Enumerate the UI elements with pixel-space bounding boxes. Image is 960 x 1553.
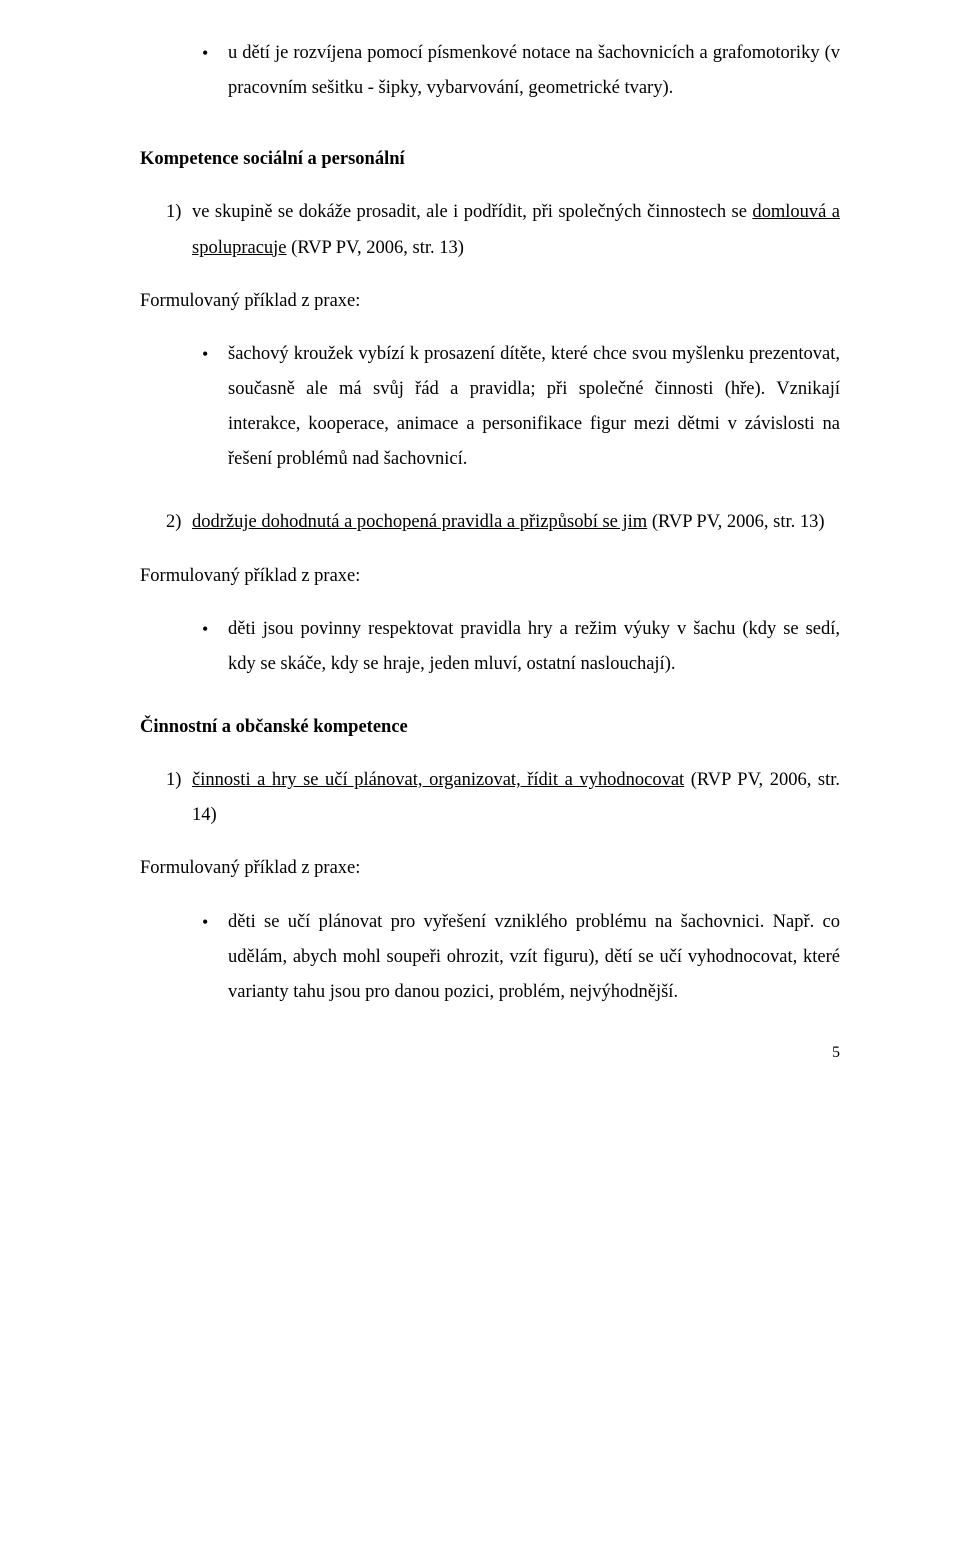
numbered-list-2: 2) dodržuje dohodnutá a pochopená pravid… — [166, 505, 840, 540]
section-heading-civic: Činnostní a občanské kompetence — [140, 710, 840, 745]
intro-bullet-item: u dětí je rozvíjena pomocí písmenkové no… — [208, 36, 840, 106]
example-label-3: Formulovaný příklad z praxe: — [140, 851, 840, 886]
example-bullet-text: děti jsou povinny respektovat pravidla h… — [228, 619, 840, 674]
numbered-item-1-1: 1) ve skupině se dokáže prosadit, ale i … — [166, 195, 840, 265]
example-label-2: Formulovaný příklad z praxe: — [140, 559, 840, 594]
num-marker: 1) — [166, 763, 181, 798]
num-marker: 1) — [166, 195, 181, 230]
example-bullet-list-1: šachový kroužek vybízí k prosazení dítět… — [208, 337, 840, 478]
example-bullet-list-3: děti se učí plánovat pro vyřešení vznikl… — [208, 905, 840, 1010]
item-text-plain-after: (RVP PV, 2006, str. 13) — [287, 238, 464, 258]
numbered-list-3: 1) činnosti a hry se učí plánovat, organ… — [166, 763, 840, 833]
example-bullet-list-2: děti jsou povinny respektovat pravidla h… — [208, 612, 840, 682]
numbered-item-1-2: 2) dodržuje dohodnutá a pochopená pravid… — [166, 505, 840, 540]
item-text-plain-after: (RVP PV, 2006, str. 13) — [647, 512, 824, 532]
numbered-list-1: 1) ve skupině se dokáže prosadit, ale i … — [166, 195, 840, 265]
example-bullet-text: děti se učí plánovat pro vyřešení vznikl… — [228, 912, 840, 1002]
example-bullet-item: šachový kroužek vybízí k prosazení dítět… — [208, 337, 840, 478]
item-text-underlined: činnosti a hry se učí plánovat, organizo… — [192, 770, 684, 790]
example-label-1: Formulovaný příklad z praxe: — [140, 284, 840, 319]
section-heading-social: Kompetence sociální a personální — [140, 142, 840, 177]
intro-bullet-list: u dětí je rozvíjena pomocí písmenkové no… — [208, 36, 840, 106]
page-number: 5 — [140, 1038, 840, 1068]
example-bullet-item: děti jsou povinny respektovat pravidla h… — [208, 612, 840, 682]
numbered-item-2-1: 1) činnosti a hry se učí plánovat, organ… — [166, 763, 840, 833]
example-bullet-item: děti se učí plánovat pro vyřešení vznikl… — [208, 905, 840, 1010]
item-text-plain: ve skupině se dokáže prosadit, ale i pod… — [192, 202, 752, 222]
intro-bullet-text: u dětí je rozvíjena pomocí písmenkové no… — [228, 43, 840, 98]
item-text-underlined: dodržuje dohodnutá a pochopená pravidla … — [192, 512, 647, 532]
num-marker: 2) — [166, 505, 181, 540]
example-bullet-text: šachový kroužek vybízí k prosazení dítět… — [228, 344, 840, 469]
